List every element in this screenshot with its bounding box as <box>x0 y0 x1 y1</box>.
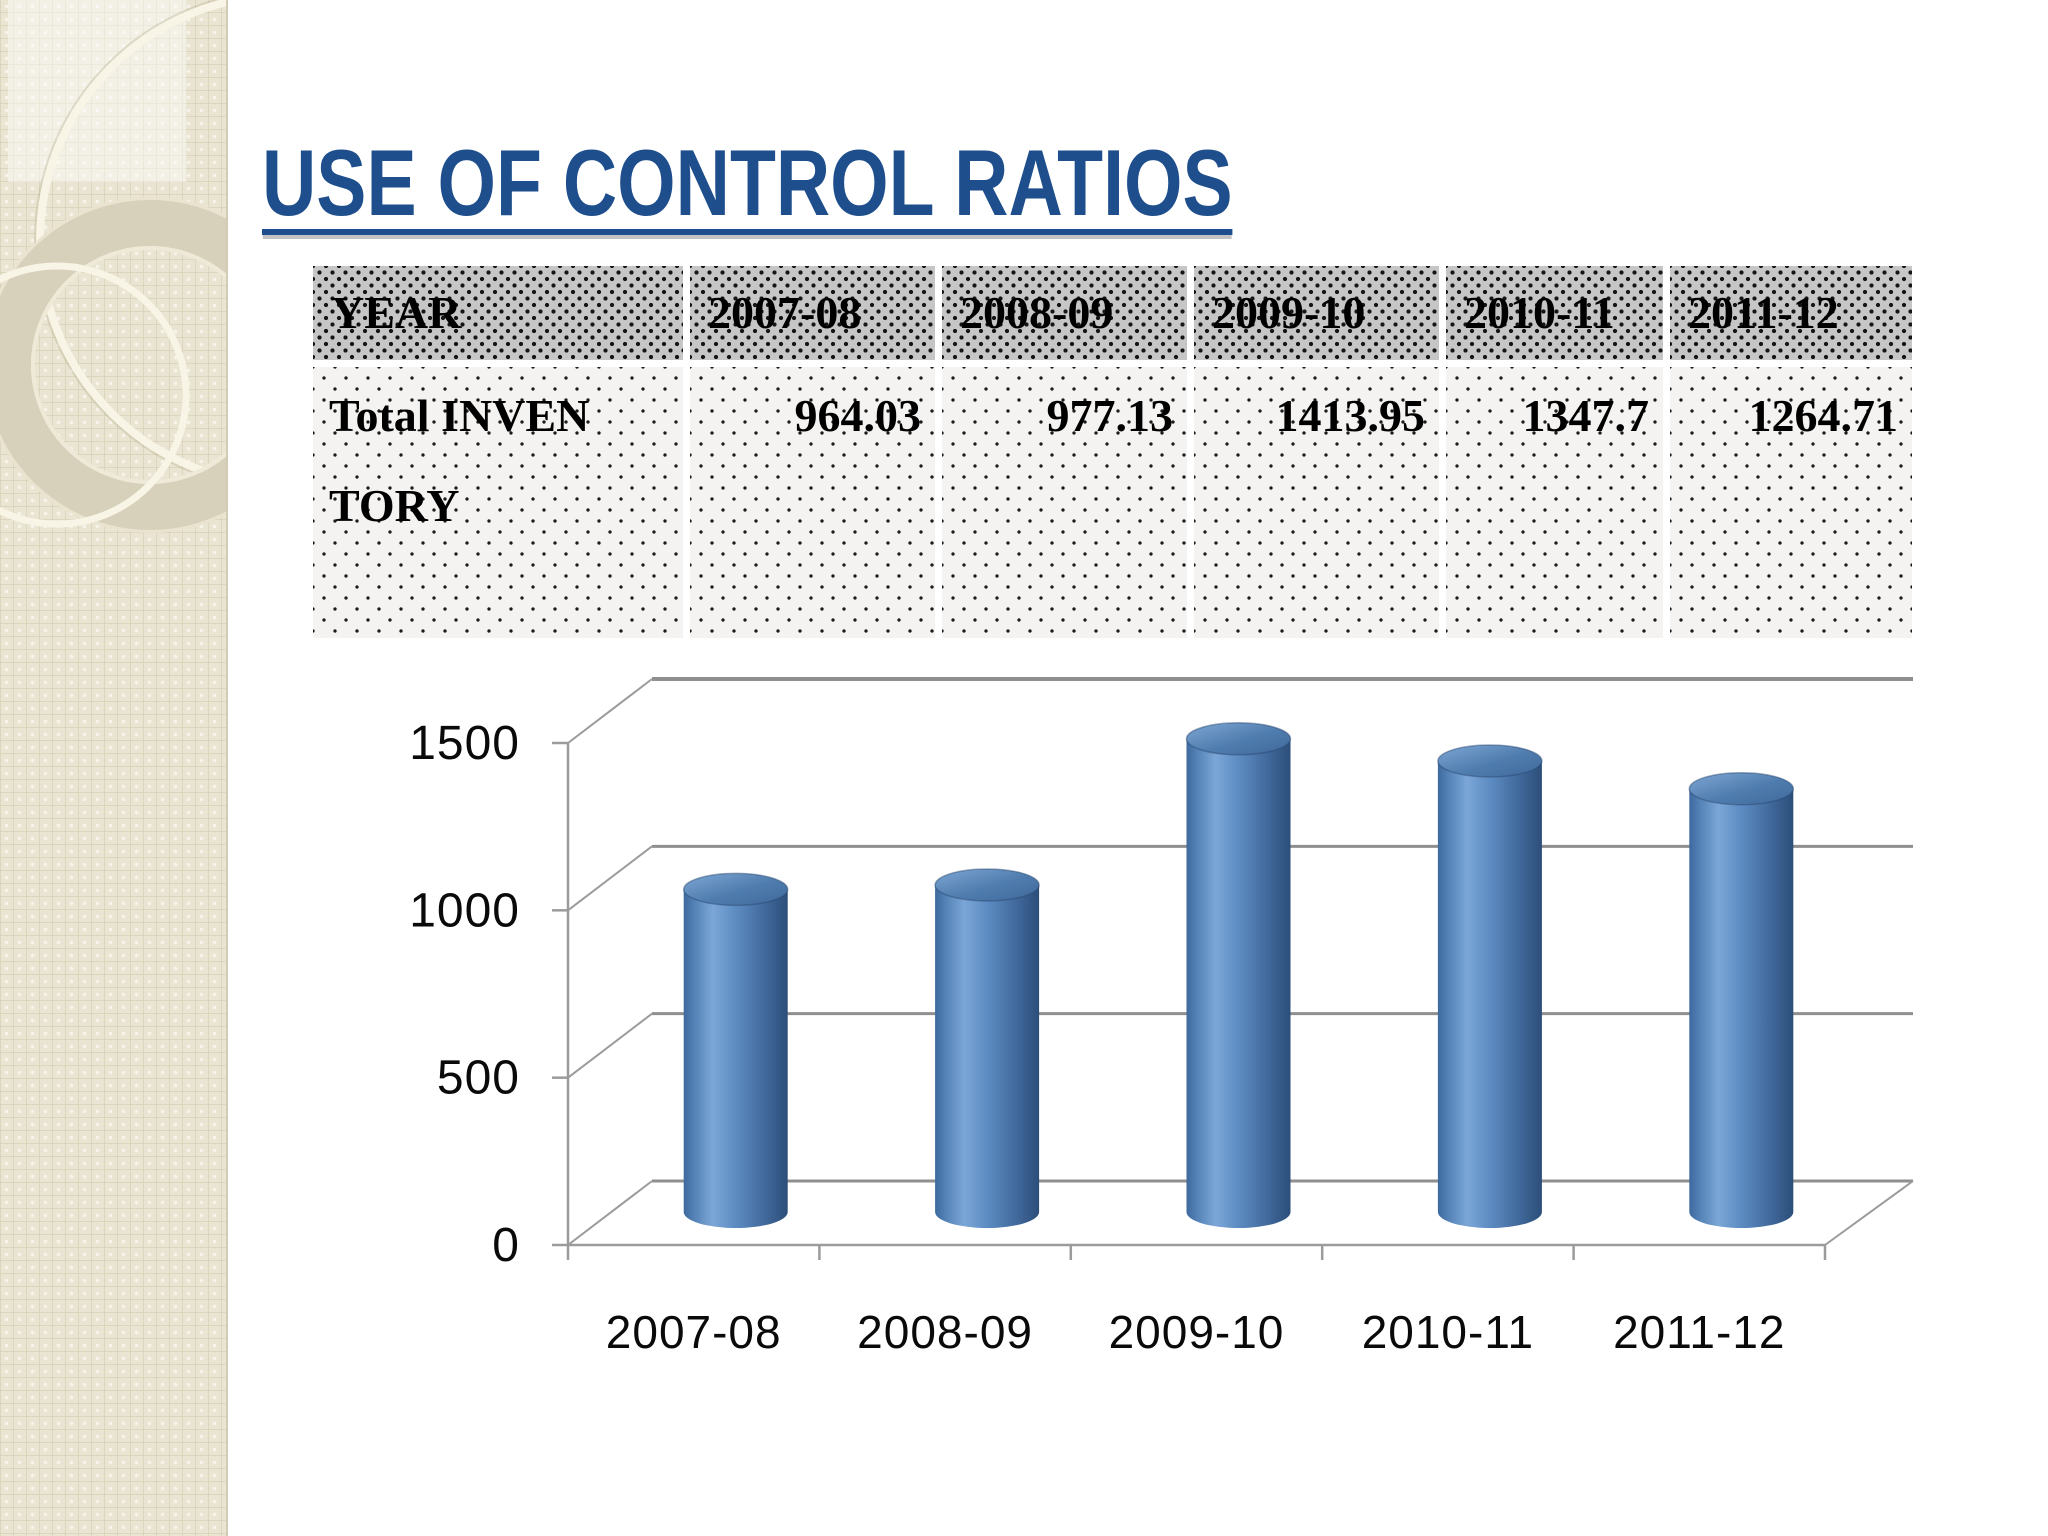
x-category-label: 2010-11 <box>1362 1306 1534 1358</box>
x-category-label: 2007-08 <box>606 1306 782 1358</box>
thin-ring-shadow-top <box>34 0 226 484</box>
row-label-cell: Total INVENTORY <box>313 367 683 638</box>
table-value-cell: 1347.7 <box>1446 367 1663 638</box>
table-header-cell: YEAR <box>313 266 683 360</box>
cylinder-bar-cap <box>1688 771 1795 806</box>
table-header-cell: 2011-12 <box>1670 266 1912 360</box>
page-title: USE OF CONTROL RATIOS <box>262 130 1233 236</box>
x-category-label: 2008-09 <box>857 1306 1033 1358</box>
chart-axes <box>552 741 1827 1260</box>
table-header-cell: 2009-10 <box>1194 266 1439 360</box>
table-header-cell: 2007-08 <box>690 266 935 360</box>
thin-ring-ornament-bottom <box>0 262 190 528</box>
title-block: USE OF CONTROL RATIOS <box>262 130 1475 236</box>
row-label-text: Total INVENTORY <box>329 390 590 531</box>
chart-labels: 0 500 1000 1500 2007-08 2008-09 2009-10 2010-11… <box>409 717 1785 1358</box>
cylinder-bar-cap <box>1437 744 1543 778</box>
wall-diagonal-500 <box>567 1012 653 1079</box>
table-value-cell: 964.03 <box>690 367 935 638</box>
table-value-cell: 1413.95 <box>1194 367 1439 638</box>
y-tick-label: 1500 <box>409 717 520 770</box>
x-category-label: 2009-10 <box>1109 1306 1285 1358</box>
wall-diagonal-1000 <box>567 845 653 912</box>
table-header-cell: 2008-09 <box>942 266 1187 360</box>
x-category-label: 2011-12 <box>1613 1306 1785 1358</box>
wall-diagonal-1500 <box>567 678 653 744</box>
cylinder-bar-body <box>1437 760 1542 1228</box>
table-header-cell: 2010-11 <box>1446 266 1663 360</box>
inventory-table: YEAR 2007-08 2008-09 2009-10 2010-11 2011-12 T… <box>313 266 1912 638</box>
cylinder-bar-body <box>935 884 1040 1228</box>
y-tick-label: 1000 <box>409 884 520 937</box>
cylinder-bar-cap <box>934 868 1040 902</box>
cylinder-bar-body <box>1186 738 1291 1228</box>
cylinder-bar-cap <box>1185 722 1292 756</box>
cylinder-bar-cap <box>682 872 789 907</box>
floor-right-diagonal <box>1824 1180 1914 1246</box>
sidebar-ornament-strip <box>0 0 228 1536</box>
sidebar-rings-graphic <box>0 0 226 533</box>
chart-bars <box>682 722 1795 1228</box>
y-tick-label: 0 <box>492 1219 520 1272</box>
cylinder-bar-body <box>683 889 788 1228</box>
table-value-cell: 977.13 <box>942 367 1187 638</box>
wall-diagonal-0 <box>567 1180 653 1246</box>
table-value-cell: 1264.71 <box>1670 367 1912 638</box>
thick-ring-ornament <box>0 200 226 530</box>
y-tick-label: 500 <box>437 1052 520 1105</box>
thick-ring-outer-edge <box>0 197 226 533</box>
cylinder-bar-body <box>1689 788 1794 1228</box>
